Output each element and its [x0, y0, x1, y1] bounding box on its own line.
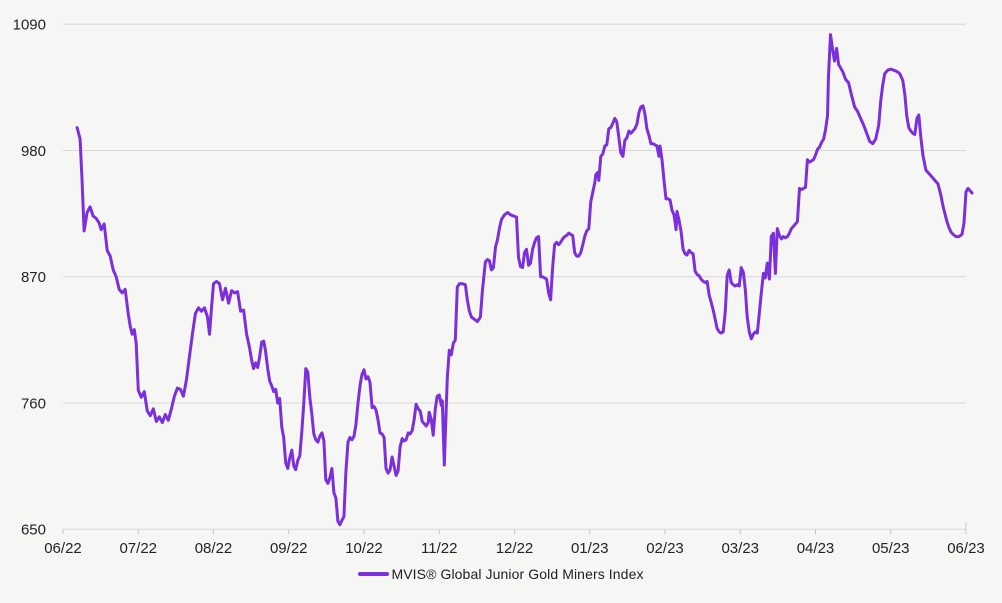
y-tick-label: 1090	[13, 17, 46, 34]
series-line	[75, 33, 974, 527]
legend: MVIS® Global Junior Gold Miners Index	[0, 566, 1002, 582]
x-tick-label: 08/22	[195, 540, 233, 557]
x-tick-label: 11/22	[421, 540, 457, 557]
x-tick-label: 12/22	[496, 540, 534, 557]
x-tick-label: 09/22	[270, 540, 308, 557]
x-tick-label: 06/22	[44, 540, 82, 557]
legend-label: MVIS® Global Junior Gold Miners Index	[391, 566, 644, 582]
x-tick-label: 03/23	[721, 540, 759, 557]
y-tick-label: 760	[21, 395, 46, 412]
x-tick-label: 07/22	[119, 540, 157, 557]
x-tick-label: 04/23	[797, 540, 835, 557]
y-tick-label: 650	[21, 522, 46, 539]
x-tick-label: 01/23	[571, 540, 609, 557]
x-tick-label: 05/23	[872, 540, 910, 557]
y-tick-label: 980	[21, 143, 46, 160]
x-tick-label: 10/22	[345, 540, 383, 557]
x-tick-label: 02/23	[646, 540, 684, 557]
legend-line-swatch-icon	[358, 572, 390, 576]
x-tick-label: 06/23	[947, 540, 985, 557]
y-tick-label: 870	[21, 269, 46, 286]
